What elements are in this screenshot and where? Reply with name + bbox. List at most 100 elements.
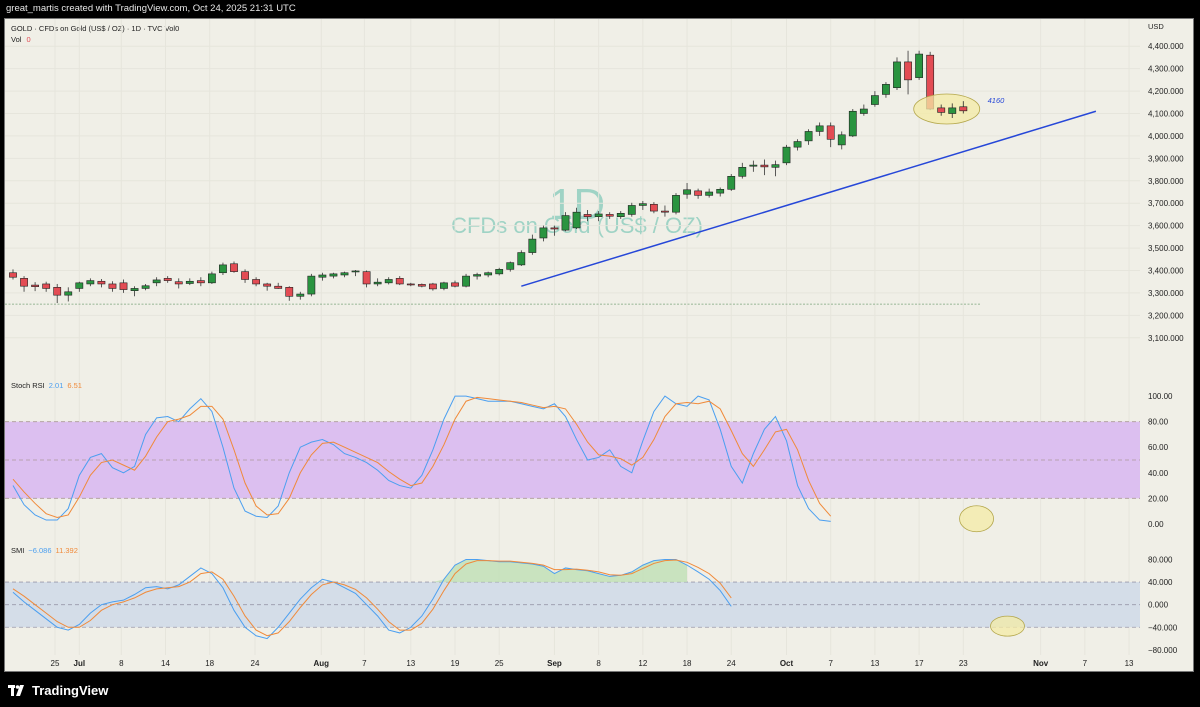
candle <box>241 269 249 283</box>
candle-body <box>627 205 636 215</box>
tradingview-logo[interactable]: TradingView <box>8 683 108 698</box>
candle <box>705 188 714 198</box>
pane-value-1: 2.01 <box>49 381 64 390</box>
candle-body <box>208 273 216 284</box>
candle-body <box>130 288 139 291</box>
candle <box>362 270 371 288</box>
candle <box>528 234 537 255</box>
candle <box>870 91 879 107</box>
stoch-rsi-tick-label: 100.00 <box>1148 392 1173 401</box>
x-tick-label: 25 <box>51 659 60 668</box>
candle-body <box>893 61 901 89</box>
candle <box>760 159 769 176</box>
annotation-price-label: 4160 <box>988 96 1006 105</box>
smi-overbought-fill <box>432 559 688 583</box>
highlight-ellipse <box>913 93 981 125</box>
candle-body <box>594 213 603 217</box>
x-tick-label: 19 <box>451 659 460 668</box>
candle <box>307 273 316 297</box>
candle-body <box>506 262 515 270</box>
candle-body <box>705 191 714 196</box>
candle-body <box>638 203 647 206</box>
candle-body <box>462 275 470 287</box>
candle <box>340 271 349 278</box>
svg-text:Vol 0: Vol 0 <box>11 35 31 44</box>
candle-body <box>20 278 28 287</box>
price-tick-label: 4,200.000 <box>1148 87 1184 96</box>
x-tick-label: 13 <box>406 659 415 668</box>
candle-body <box>771 164 780 168</box>
bottom-brand-bar: TradingView <box>0 672 1200 707</box>
candle-body <box>484 272 493 276</box>
candle <box>804 129 813 145</box>
candle <box>561 212 570 232</box>
candle-body <box>583 214 592 217</box>
candle-body <box>428 283 437 290</box>
chart-frame[interactable]: 1D CFDs on Gold (US$ / OZ) GOLD · CFDs o… <box>4 18 1194 672</box>
candle <box>152 277 161 287</box>
vol-value: 0 <box>27 35 31 44</box>
stoch-rsi-tick-label: 20.00 <box>1148 494 1169 503</box>
smi-signal-line <box>12 559 732 637</box>
candle <box>196 277 205 287</box>
candle <box>31 282 39 292</box>
candle-body <box>285 287 294 297</box>
candle-body <box>75 282 84 289</box>
candle <box>219 262 227 275</box>
candle <box>749 160 758 172</box>
candle-body <box>815 125 824 132</box>
candle <box>20 276 28 292</box>
candle-body <box>517 252 526 266</box>
candle-body <box>163 278 172 281</box>
candle-body <box>351 270 360 273</box>
x-tick-label: 17 <box>915 659 924 668</box>
candle <box>208 271 216 284</box>
price-tick-label: 3,300.000 <box>1148 289 1184 298</box>
candle-body <box>318 274 327 278</box>
candle <box>141 283 150 291</box>
candle <box>428 282 437 291</box>
candle-body <box>53 287 62 296</box>
candle <box>627 202 636 217</box>
candle-body <box>904 61 912 81</box>
price-tick-label: 3,200.000 <box>1148 311 1184 320</box>
candle-body <box>760 164 769 168</box>
stoch-rsi-title: Stoch RSI 2.01 6.51 <box>11 381 82 390</box>
candle-body <box>859 108 868 114</box>
candle-body <box>716 189 725 194</box>
x-tick-label: 14 <box>161 659 170 668</box>
candle-body <box>882 84 890 95</box>
candle <box>440 281 448 291</box>
candle-body <box>42 283 51 289</box>
chart-canvas[interactable]: 1D CFDs on Gold (US$ / OZ) GOLD · CFDs o… <box>5 19 1193 671</box>
pane-value-1: −6.086 <box>28 546 51 555</box>
x-tick-label: Jul <box>74 659 86 668</box>
trend-line <box>521 110 1097 287</box>
axis-labels: 4,400.000 4,300.000 4,200.000 4,100.000 4,00… <box>51 42 1185 668</box>
candle-body <box>550 227 559 230</box>
candle-body <box>252 279 260 285</box>
stoch-rsi-tick-label: 80.00 <box>1148 418 1169 427</box>
candle-body <box>108 283 117 289</box>
pane-value-2: 6.51 <box>67 381 82 390</box>
candle <box>815 122 824 136</box>
x-tick-label: Oct <box>780 659 794 668</box>
candle-body <box>86 280 95 285</box>
candle-body <box>451 282 459 287</box>
candle-body <box>152 279 161 284</box>
candle <box>97 279 106 288</box>
x-tick-label: 13 <box>870 659 879 668</box>
candle <box>185 278 194 286</box>
candle-body <box>727 176 736 190</box>
candle-body <box>738 167 747 177</box>
candle <box>9 269 17 280</box>
smi-title: SMI −6.086 11.392 <box>11 546 78 555</box>
candle-body <box>440 282 448 289</box>
candle <box>506 261 515 272</box>
candle-body <box>782 146 791 164</box>
candle <box>904 50 912 95</box>
candle <box>384 277 393 285</box>
price-tick-label: 4,100.000 <box>1148 110 1184 119</box>
candle <box>716 187 725 197</box>
candle-body <box>959 106 968 112</box>
